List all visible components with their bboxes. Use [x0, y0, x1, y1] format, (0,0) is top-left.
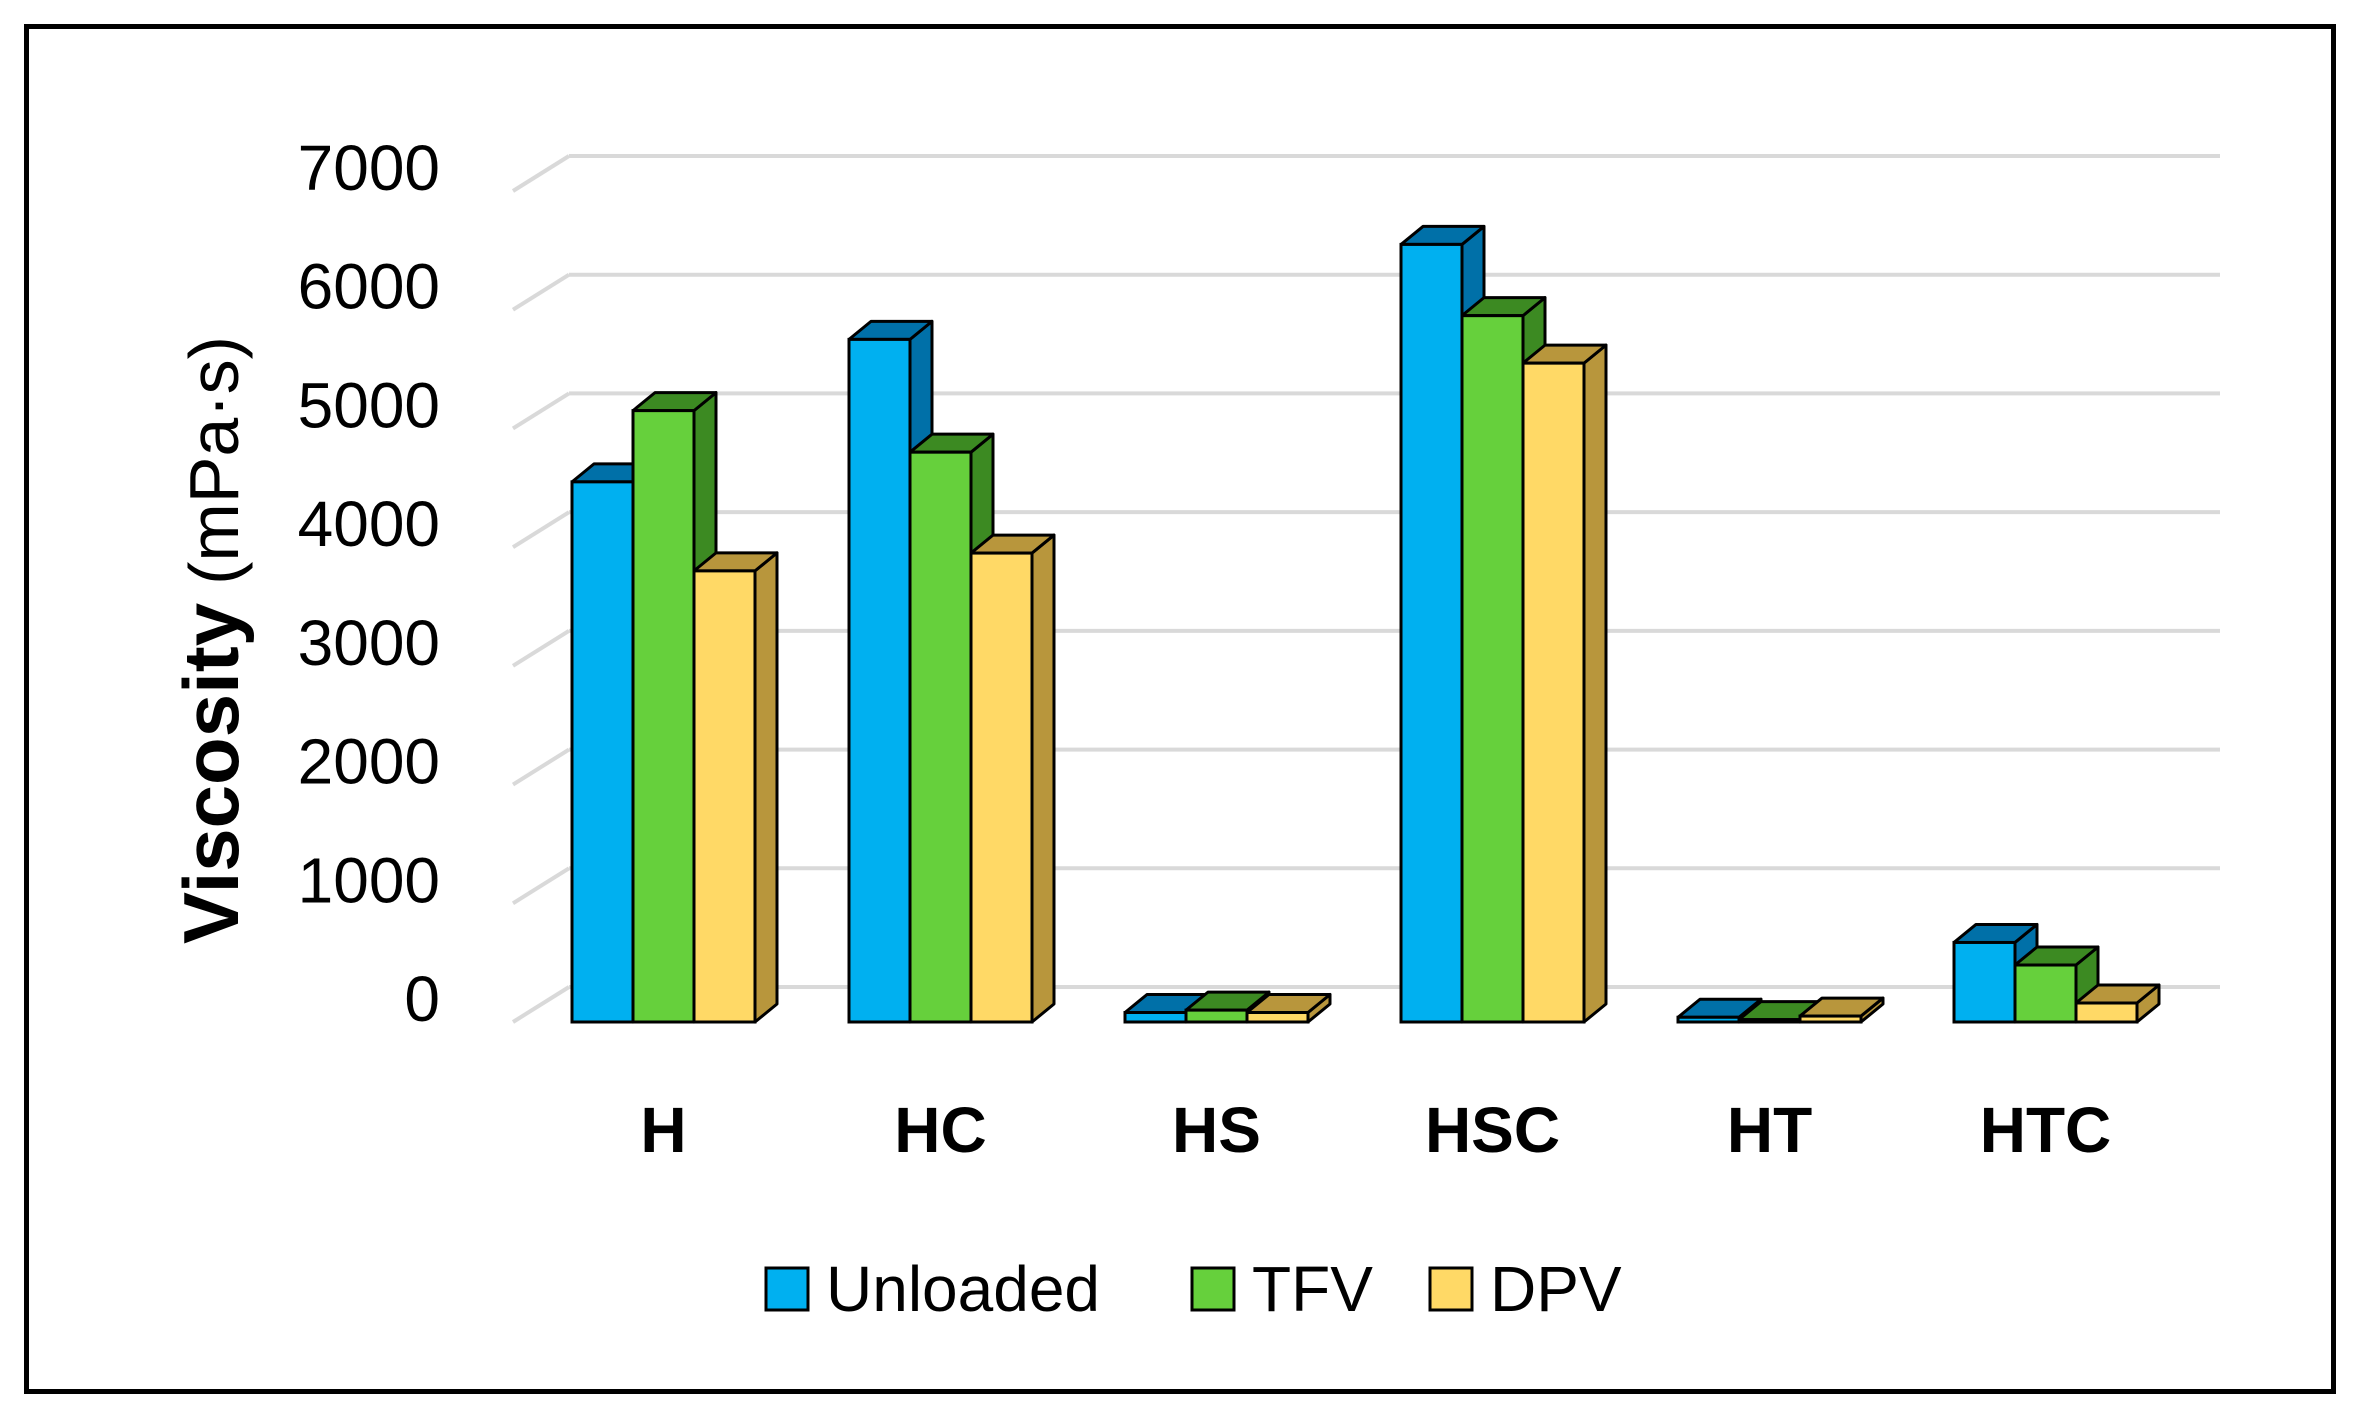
y-axis-label: Viscosity (mPa·s): [167, 336, 255, 944]
legend-label: DPV: [1490, 1253, 1622, 1325]
gridline-depth: [511, 391, 571, 431]
bar-HS-Unloaded: [1123, 1011, 1188, 1024]
chart-frame: [24, 24, 2336, 1394]
gridline-depth: [511, 629, 571, 668]
x-category-label: HS: [1172, 1094, 1261, 1166]
y-axis-label-unit: (mPa·s): [175, 336, 253, 585]
bar-HT-TFV: [1737, 1018, 1802, 1024]
bar-HT-DPV: [1798, 1014, 1863, 1024]
bar-HC-DPV: [969, 551, 1034, 1024]
y-tick-label: 0: [404, 963, 440, 1035]
bar-HT-Unloaded: [1676, 1015, 1741, 1024]
gridline-depth: [511, 154, 571, 193]
y-tick-label: 5000: [298, 369, 440, 441]
y-tick-label: 1000: [298, 844, 440, 916]
bars: [570, 224, 2161, 1024]
y-axis-label-main: Viscosity: [167, 603, 255, 944]
y-tick-label: 7000: [298, 132, 440, 204]
y-tick-label: 4000: [298, 488, 440, 560]
bar-HC-Unloaded: [847, 337, 912, 1024]
y-tick-label: 2000: [298, 726, 440, 798]
bar-H-DPV: [692, 569, 757, 1024]
bar-HTC-TFV: [2013, 963, 2078, 1024]
bar-side: [753, 551, 779, 1024]
legend-swatch: [1428, 1266, 1474, 1312]
legend-swatch: [1190, 1266, 1236, 1312]
bar-HTC-Unloaded: [1952, 940, 2017, 1024]
gridlines: [511, 154, 2220, 1024]
y-axis-ticks: 0 1000 2000 3000 4000 5000 6000 7000: [298, 132, 440, 1035]
gridline-depth: [511, 273, 571, 312]
x-category-label: H: [640, 1094, 686, 1166]
legend-label: Unloaded: [826, 1253, 1100, 1325]
x-category-label: HSC: [1425, 1094, 1560, 1166]
x-axis-categories: H HC HS HSC HT HTC: [640, 1094, 2111, 1166]
bar-HC-TFV: [908, 450, 973, 1024]
bar-HTC-DPV: [2074, 1001, 2139, 1024]
gridline-depth: [511, 747, 571, 787]
bar-side: [1582, 343, 1608, 1024]
legend: Unloaded TFV DPV: [764, 1253, 1622, 1325]
legend-swatch: [764, 1266, 810, 1312]
y-tick-label: 6000: [298, 251, 440, 323]
x-category-label: HTC: [1980, 1094, 2112, 1166]
bar-HSC-DPV: [1521, 361, 1586, 1024]
x-category-label: HC: [894, 1094, 986, 1166]
gridline-depth: [511, 985, 571, 1024]
gridline-depth: [511, 866, 571, 905]
bar-H-Unloaded: [570, 480, 635, 1024]
bar-side: [1030, 533, 1056, 1024]
x-category-label: HT: [1727, 1094, 1812, 1166]
legend-label: TFV: [1252, 1253, 1373, 1325]
bar-HSC-Unloaded: [1399, 242, 1464, 1024]
bar-H-TFV: [631, 409, 696, 1024]
bar-HSC-TFV: [1460, 314, 1525, 1024]
y-tick-label: 3000: [298, 607, 440, 679]
gridline-depth: [511, 510, 571, 549]
bar-HS-DPV: [1245, 1011, 1310, 1024]
bar-HS-TFV: [1184, 1008, 1249, 1024]
